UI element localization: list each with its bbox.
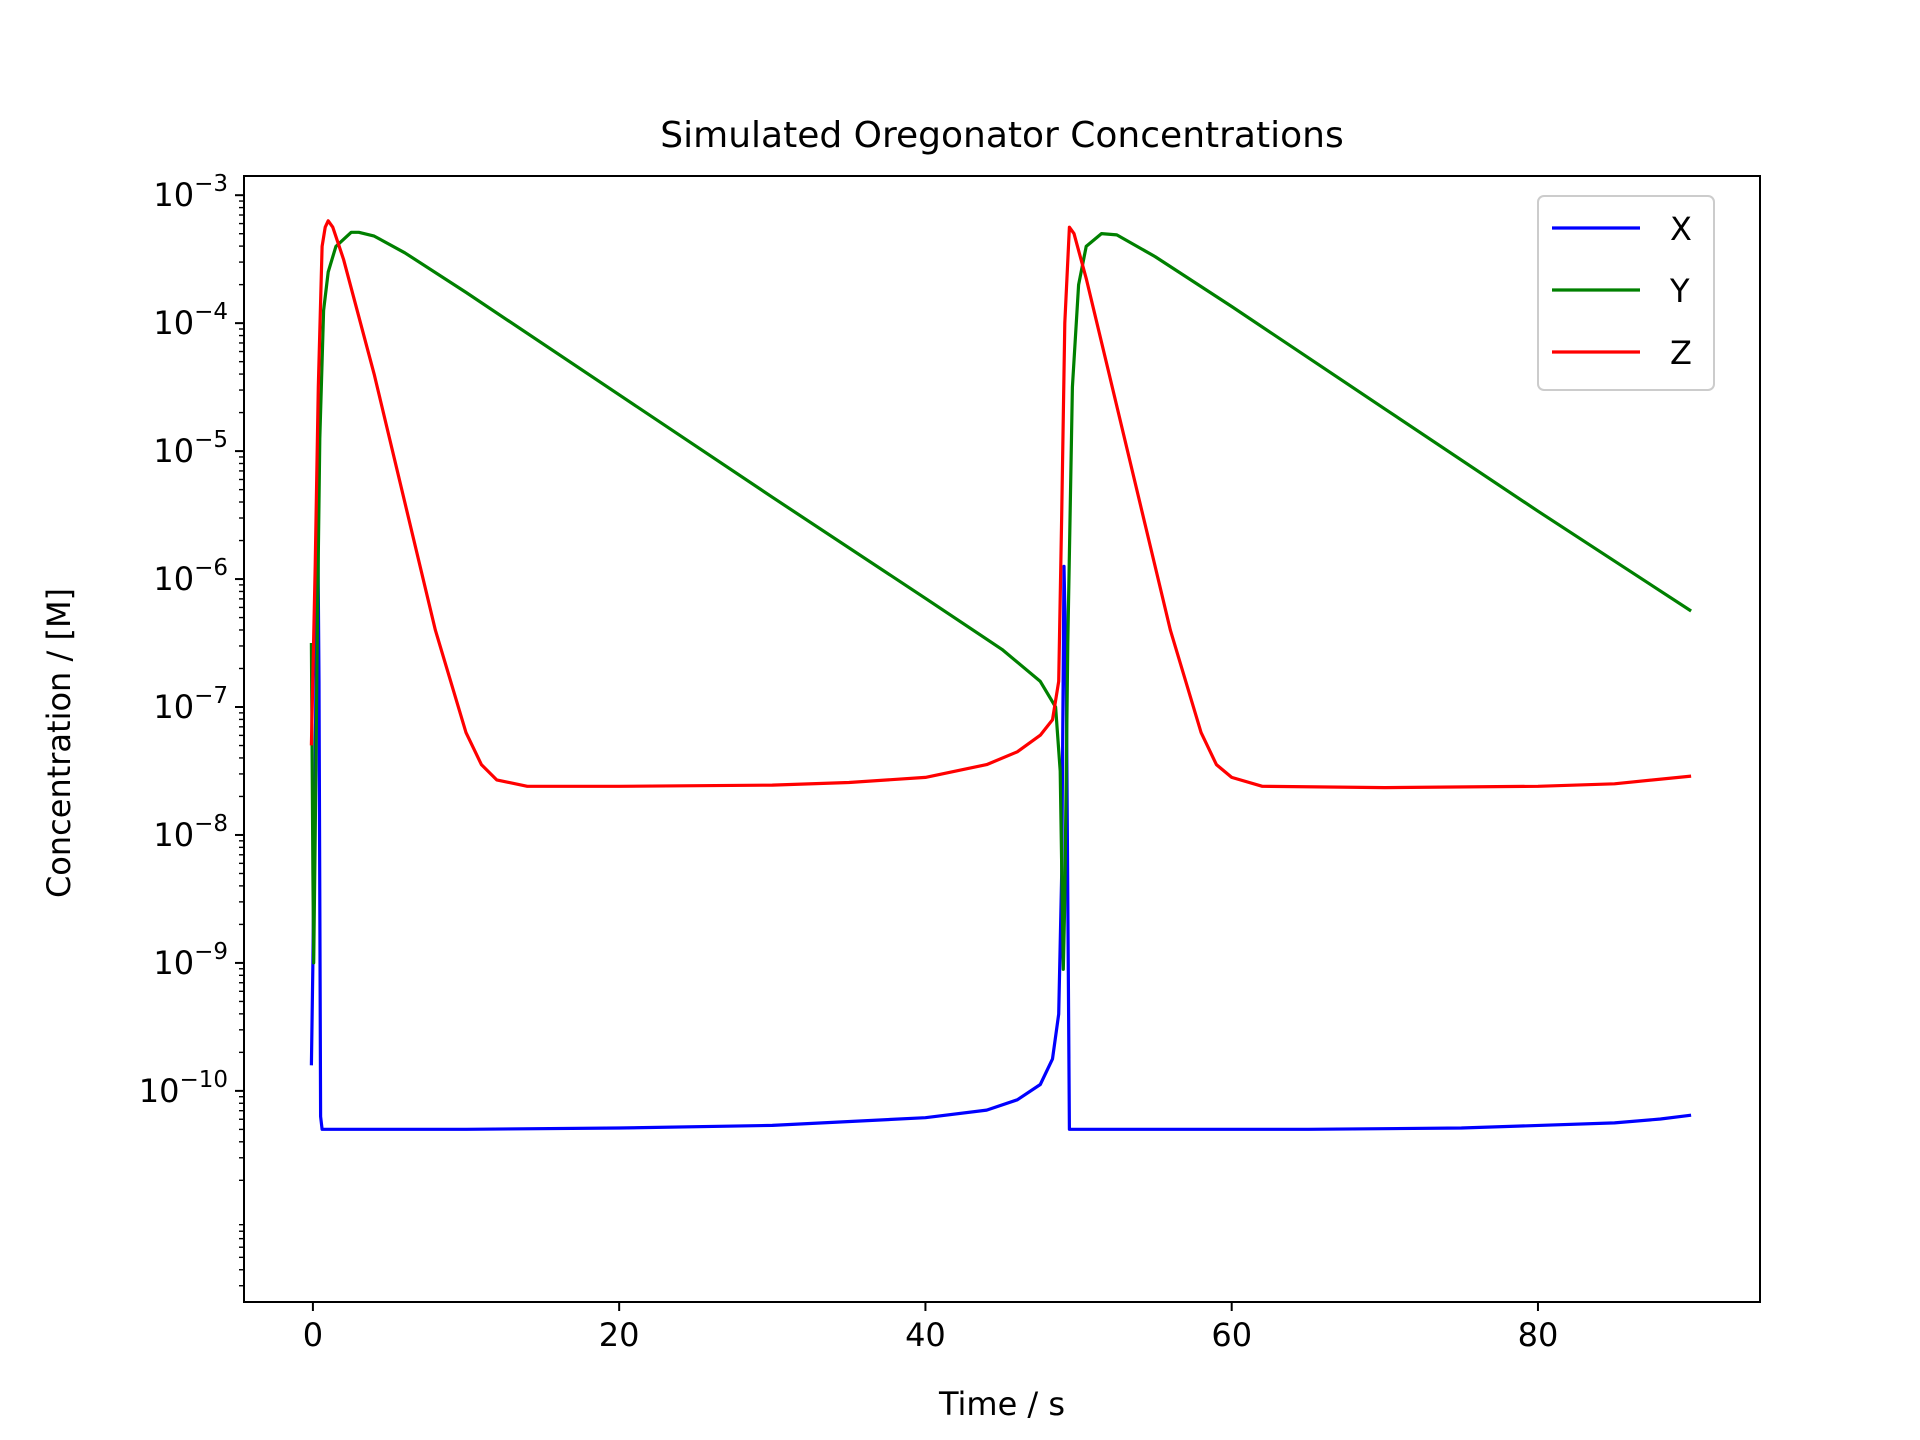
y-tick-label: 10−10 bbox=[139, 1067, 228, 1110]
y-tick-label: 10−4 bbox=[153, 299, 228, 342]
y-tick-label: 10−3 bbox=[153, 171, 228, 214]
x-tick-label: 40 bbox=[905, 1316, 946, 1354]
y-tick-label: 10−8 bbox=[153, 811, 228, 854]
x-tick-label: 60 bbox=[1211, 1316, 1252, 1354]
series-line-z bbox=[309, 219, 1692, 790]
y-tick-label: 10−7 bbox=[153, 683, 228, 726]
legend-label-y: Y bbox=[1669, 272, 1690, 310]
x-axis-label: Time / s bbox=[938, 1385, 1065, 1423]
y-tick-label: 10−9 bbox=[153, 939, 228, 982]
legend-label-z: Z bbox=[1670, 334, 1692, 372]
legend: XYZ bbox=[1537, 195, 1715, 391]
y-tick-label: 10−5 bbox=[153, 427, 228, 470]
legend-box bbox=[1537, 195, 1715, 391]
y-axis-ticks: 10−10 10−9 10−8 10−7 10−6 10−5 10−4 10−3 bbox=[139, 171, 244, 1287]
plot-lines bbox=[309, 219, 1692, 1131]
y-axis-label: Concentration / [M] bbox=[40, 588, 78, 898]
series-line-y bbox=[309, 230, 1692, 971]
y-tick-label: 10−6 bbox=[153, 555, 228, 598]
x-tick-label: 20 bbox=[599, 1316, 640, 1354]
plot-frame bbox=[243, 175, 1761, 1303]
series-line-x bbox=[309, 487, 1692, 1131]
legend-label-x: X bbox=[1670, 210, 1692, 248]
x-tick-label: 0 bbox=[303, 1316, 323, 1354]
x-tick-label: 80 bbox=[1518, 1316, 1559, 1354]
chart-title: Simulated Oregonator Concentrations bbox=[660, 115, 1343, 156]
x-axis-ticks: 0 20 40 60 80 bbox=[303, 1302, 1559, 1354]
